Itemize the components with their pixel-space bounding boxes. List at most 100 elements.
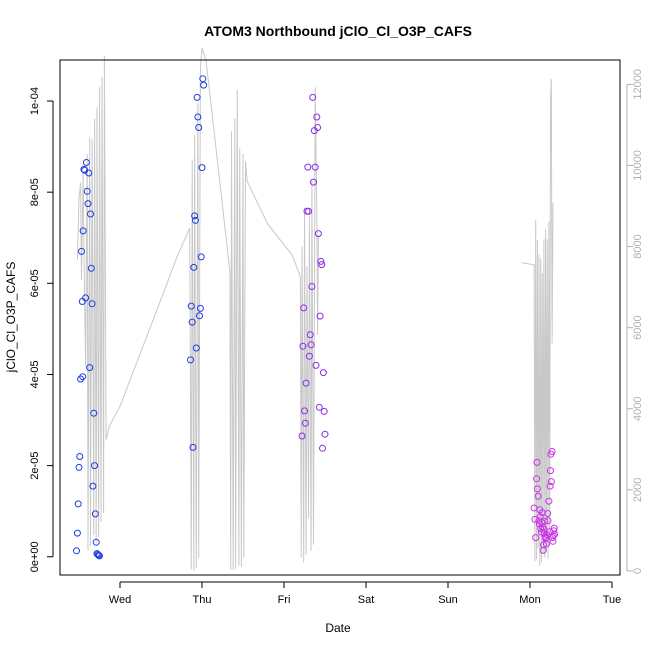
data-point bbox=[319, 369, 327, 377]
data-point bbox=[533, 475, 541, 483]
data-point bbox=[551, 530, 559, 538]
data-point bbox=[305, 207, 313, 215]
data-point bbox=[318, 261, 326, 269]
data-point bbox=[73, 529, 81, 537]
data-point bbox=[84, 200, 92, 208]
y-tick-label-left: 0e+00 bbox=[29, 541, 41, 572]
data-point bbox=[94, 551, 102, 558]
data-point bbox=[299, 342, 307, 350]
data-point bbox=[192, 344, 200, 352]
data-point bbox=[78, 247, 85, 255]
data-point bbox=[538, 509, 546, 517]
data-point bbox=[307, 341, 315, 349]
data-point bbox=[311, 163, 319, 171]
y-tick-label-right: 10000 bbox=[632, 150, 644, 181]
data-point bbox=[74, 500, 82, 508]
data-point bbox=[92, 538, 100, 546]
data-point bbox=[534, 492, 542, 500]
data-point bbox=[79, 227, 87, 235]
data-point bbox=[308, 283, 316, 290]
chart-title: ATOM3 Northbound jClO_Cl_O3P_CAFS bbox=[204, 23, 472, 39]
data-point bbox=[187, 356, 194, 364]
data-point bbox=[313, 113, 321, 121]
data-point bbox=[189, 443, 197, 451]
data-point bbox=[79, 373, 87, 381]
data-point bbox=[314, 230, 322, 238]
data-point bbox=[77, 375, 85, 383]
data-point bbox=[80, 165, 88, 173]
data-point bbox=[316, 312, 324, 320]
data-point bbox=[191, 212, 199, 220]
data-point bbox=[319, 444, 326, 452]
data-point bbox=[88, 300, 96, 308]
data-point bbox=[86, 364, 94, 372]
data-point bbox=[533, 485, 541, 493]
x-tick-label: Sat bbox=[358, 594, 375, 606]
x-tick-label: Sun bbox=[438, 594, 458, 606]
y-axis-label: jClO_Cl_O3P_CAFS bbox=[4, 262, 18, 374]
data-point bbox=[306, 331, 314, 339]
y-tick-label-right: 8000 bbox=[632, 234, 644, 258]
y-tick-label-left: 8e-05 bbox=[29, 178, 41, 206]
data-point bbox=[194, 113, 202, 121]
data-point bbox=[195, 124, 203, 131]
data-point bbox=[85, 169, 93, 177]
data-point bbox=[550, 527, 558, 535]
data-point bbox=[193, 93, 201, 101]
y-tick-label-right: 6000 bbox=[632, 315, 644, 339]
data-point bbox=[547, 467, 554, 475]
altitude-line-2 bbox=[521, 79, 554, 566]
data-point bbox=[320, 407, 328, 415]
data-points-layer bbox=[73, 75, 559, 560]
data-point bbox=[314, 124, 322, 131]
data-point bbox=[198, 164, 206, 172]
x-axis-label: Date bbox=[325, 621, 351, 635]
data-point bbox=[304, 163, 312, 171]
y-tick-label-right: 2000 bbox=[632, 478, 644, 502]
data-point bbox=[87, 210, 94, 218]
data-point bbox=[547, 478, 555, 486]
x-tick-label: Mon bbox=[519, 594, 540, 606]
data-point bbox=[545, 497, 553, 505]
y-tick-label-right: 12000 bbox=[632, 69, 644, 100]
data-point bbox=[301, 419, 309, 427]
y-tick-label-left: 2e-05 bbox=[29, 452, 41, 480]
data-point bbox=[298, 432, 306, 440]
data-point bbox=[305, 352, 313, 360]
data-point bbox=[312, 361, 320, 369]
data-point bbox=[317, 257, 325, 265]
data-point bbox=[190, 263, 198, 271]
y-tick-label-left: 4e-05 bbox=[29, 360, 41, 388]
data-point bbox=[82, 294, 90, 302]
data-point bbox=[90, 409, 98, 417]
data-point bbox=[191, 216, 199, 224]
data-point bbox=[200, 81, 208, 89]
plot-frame bbox=[59, 59, 621, 576]
x-tick-label: Wed bbox=[109, 594, 131, 606]
data-point bbox=[76, 453, 84, 460]
data-point bbox=[533, 458, 541, 466]
data-point bbox=[82, 159, 90, 166]
y-tick-label-left: 1e-04 bbox=[29, 87, 41, 115]
data-point bbox=[197, 253, 205, 261]
data-point bbox=[548, 448, 556, 455]
data-point bbox=[310, 178, 317, 186]
data-point bbox=[73, 547, 80, 555]
x-axis: Wed Thu Fri Sat Sun Mon Tue bbox=[109, 581, 621, 606]
data-point bbox=[91, 510, 99, 518]
data-point bbox=[187, 302, 195, 310]
data-point bbox=[546, 482, 554, 490]
data-point bbox=[300, 304, 308, 312]
data-point bbox=[301, 407, 308, 415]
data-point bbox=[544, 517, 552, 525]
y-axis-left: 0e+00 2e-05 4e-05 6e-05 8e-05 1e-04 bbox=[29, 87, 54, 572]
data-point bbox=[540, 541, 547, 549]
data-point bbox=[89, 482, 97, 490]
data-point bbox=[96, 552, 103, 560]
data-point bbox=[542, 540, 550, 548]
x-tick-label: Thu bbox=[193, 594, 212, 606]
data-point bbox=[531, 515, 539, 523]
data-point bbox=[540, 525, 548, 533]
y-tick-label-left: 6e-05 bbox=[29, 269, 41, 297]
